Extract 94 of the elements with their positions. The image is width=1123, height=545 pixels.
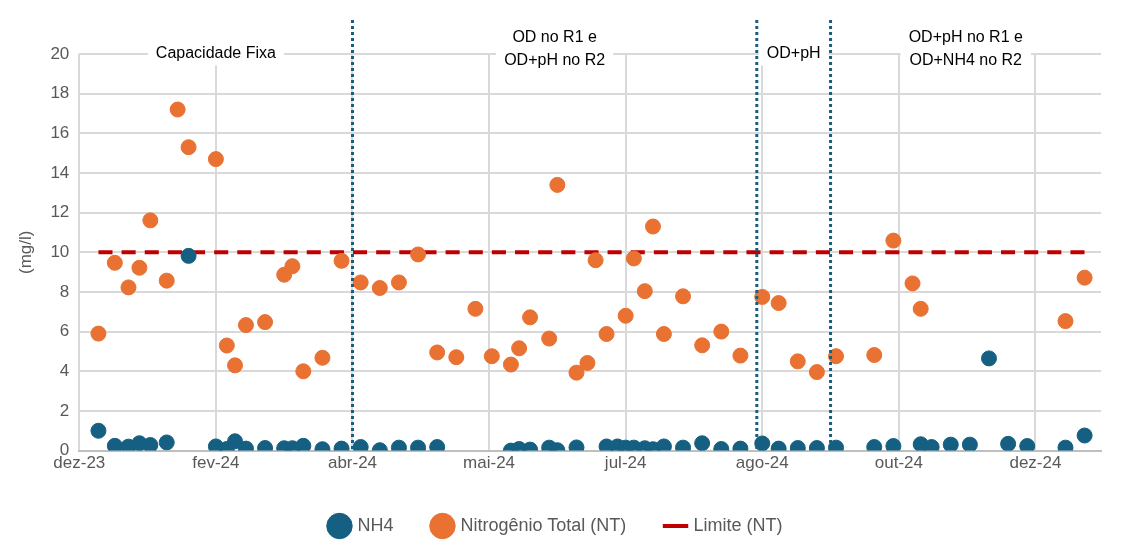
y-axis-title: (mg/l): [15, 230, 35, 275]
point: [1057, 313, 1074, 330]
point: [410, 246, 427, 263]
x-tick-label: fev-24: [192, 453, 240, 473]
point: [429, 344, 446, 361]
point: [227, 357, 244, 374]
point: [541, 330, 558, 347]
point: [314, 349, 331, 366]
y-tick-label: 4: [59, 360, 70, 380]
point: [655, 326, 672, 342]
point: [158, 272, 175, 289]
point: [981, 350, 997, 367]
point: [142, 437, 159, 451]
point: [237, 317, 254, 334]
y-tick-label: 16: [50, 123, 70, 143]
point: [483, 348, 500, 365]
point: [904, 275, 921, 292]
point: [961, 436, 978, 451]
point: [257, 314, 274, 331]
point: [636, 283, 653, 300]
point: [158, 434, 175, 451]
point: [866, 347, 883, 364]
y-tick-label: 6: [59, 321, 70, 341]
point: [106, 437, 123, 451]
point: [502, 356, 519, 373]
x-tick-label: abr-24: [327, 453, 378, 473]
point: [333, 252, 350, 269]
point: [885, 438, 902, 451]
point: [598, 326, 615, 342]
legend-label: Nitrogênio Total (NT): [460, 514, 627, 535]
annotation: OD+pH: [766, 44, 821, 62]
point: [1000, 435, 1017, 451]
y-tick-label: 20: [50, 43, 70, 63]
point: [808, 364, 825, 381]
y-tick-label: 14: [50, 162, 70, 182]
point: [828, 348, 845, 365]
point: [207, 151, 224, 168]
annotation: OD no R1 e OD+pH no R2: [504, 27, 606, 68]
x-tick-label: dez-24: [1009, 453, 1062, 473]
point: [754, 435, 771, 451]
annotation: OD+pH no R1 e OD+NH4 no R2: [908, 27, 1024, 68]
point: [625, 250, 642, 267]
point: [295, 437, 312, 451]
x-tick-label: ago-24: [735, 453, 789, 473]
x-tick-label: jul-24: [603, 453, 647, 473]
point: [180, 247, 197, 264]
x-tick-label: mai-24: [463, 453, 516, 473]
point: [1076, 427, 1093, 444]
y-tick-label: 18: [50, 83, 70, 103]
point: [617, 307, 634, 324]
point: [694, 435, 711, 451]
legend-label: NH4: [357, 514, 394, 535]
point: [120, 279, 137, 296]
point: [568, 364, 585, 381]
point: [754, 288, 771, 305]
point: [675, 288, 692, 305]
y-tick-label: 12: [50, 202, 70, 222]
point: [694, 337, 711, 354]
point: [90, 422, 107, 439]
point: [1076, 269, 1093, 286]
point: [1019, 438, 1036, 451]
point: [448, 349, 465, 366]
point: [106, 254, 123, 271]
point: [467, 300, 484, 317]
point: [284, 258, 301, 275]
point: [644, 218, 661, 235]
point: [371, 279, 388, 296]
annotation: Capacidade Fixa: [155, 44, 277, 62]
y-tick-label: 10: [50, 241, 70, 261]
point: [131, 259, 148, 276]
point: [655, 438, 672, 451]
point: [587, 252, 604, 269]
point: [390, 274, 407, 291]
point: [180, 139, 197, 156]
point: [295, 363, 312, 380]
point: [218, 337, 235, 354]
point: [713, 323, 730, 340]
point: [549, 176, 566, 193]
point: [770, 295, 787, 312]
point: [885, 232, 902, 249]
point: [579, 354, 596, 371]
legend-label: Limite (NT): [693, 514, 783, 535]
point: [522, 309, 539, 326]
point: [942, 436, 959, 451]
point: [912, 300, 929, 317]
point: [511, 340, 528, 357]
y-tick-label: 8: [59, 281, 70, 301]
point: [90, 325, 107, 342]
point: [732, 347, 749, 364]
point: [142, 212, 159, 229]
point: [789, 353, 806, 370]
point: [352, 274, 369, 291]
y-tick-label: 2: [59, 400, 70, 420]
x-tick-label: out-24: [874, 453, 923, 473]
